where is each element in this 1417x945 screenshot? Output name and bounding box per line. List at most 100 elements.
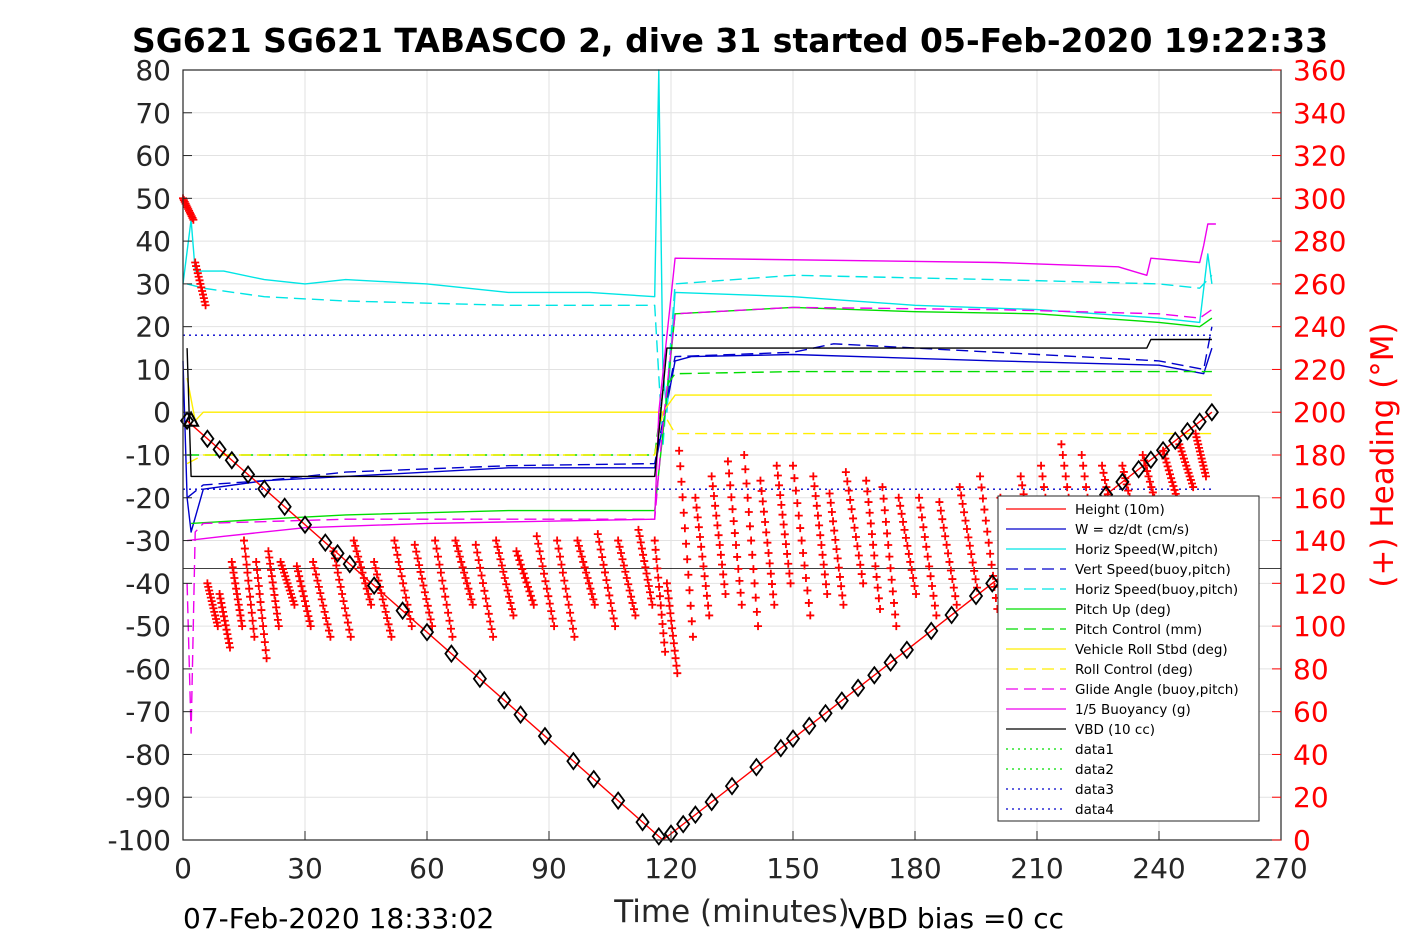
heading-marker: [977, 483, 986, 492]
depth-marker: [802, 716, 817, 736]
heading-marker: [929, 591, 938, 600]
heading-marker: [803, 586, 812, 595]
heading-marker: [655, 592, 664, 601]
heading-marker: [558, 568, 567, 577]
heading-marker: [599, 560, 608, 569]
heading-marker: [699, 562, 708, 571]
heading-marker: [713, 521, 722, 530]
heading-marker: [865, 508, 874, 517]
y2-tick-label: 340: [1293, 97, 1346, 130]
heading-marker: [1098, 461, 1107, 470]
heading-marker: [1038, 472, 1047, 481]
heading-marker: [751, 593, 760, 602]
heading-marker: [444, 608, 453, 617]
heading-marker: [355, 557, 364, 566]
y2-tick-label: 180: [1293, 439, 1346, 472]
heading-marker: [748, 550, 757, 559]
heading-marker: [544, 592, 553, 601]
heading-marker: [810, 482, 819, 491]
heading-marker: [396, 565, 405, 574]
heading-marker: [480, 586, 489, 595]
y-tick-label: -80: [125, 738, 171, 771]
heading-marker: [672, 661, 681, 670]
depth-marker: [586, 769, 601, 789]
heading-marker: [743, 493, 752, 502]
heading-marker: [548, 614, 557, 623]
heading-marker: [462, 579, 471, 588]
heading-marker: [651, 545, 660, 554]
heading-marker: [603, 583, 612, 592]
heading-marker: [1163, 462, 1172, 471]
depth-marker: [850, 678, 866, 698]
heading-marker: [851, 532, 860, 541]
heading-marker: [784, 559, 793, 568]
heading-marker: [744, 508, 753, 517]
y2-tick-label: 120: [1293, 567, 1346, 600]
heading-marker: [639, 550, 648, 559]
heading-marker: [889, 598, 898, 607]
heading-marker: [915, 493, 924, 502]
heading-marker: [528, 596, 537, 605]
y2-tick-label: 360: [1293, 54, 1346, 87]
heading-marker: [584, 579, 593, 588]
depth-marker: [240, 465, 256, 485]
heading-marker: [826, 498, 835, 507]
heading-marker: [371, 564, 380, 573]
heading-marker: [1167, 474, 1176, 483]
heading-marker: [442, 600, 451, 609]
heading-marker: [951, 592, 960, 601]
heading-marker: [872, 572, 881, 581]
heading-marker: [763, 538, 772, 547]
heading-marker: [886, 564, 895, 573]
heading-marker: [525, 587, 534, 596]
heading-marker: [711, 501, 720, 510]
heading-marker: [859, 579, 868, 588]
heading-marker: [783, 549, 792, 558]
heading-marker: [492, 536, 501, 545]
heading-marker: [519, 569, 528, 578]
heading-marker: [249, 624, 258, 633]
depth-markers: [179, 402, 1219, 846]
heading-marker: [697, 542, 706, 551]
heading-marker: [1164, 466, 1173, 475]
heading-marker: [243, 568, 252, 577]
heading-marker: [1148, 488, 1157, 497]
heading-marker: [523, 582, 532, 591]
y2-tick-label: 0: [1293, 824, 1311, 857]
depth-marker: [419, 622, 435, 642]
x-tick-label: 150: [766, 852, 819, 885]
heading-marker: [780, 530, 789, 539]
heading-marker: [919, 523, 928, 532]
heading-marker: [816, 531, 825, 540]
depth-marker: [785, 729, 801, 749]
y-tick-label: -10: [125, 439, 171, 472]
heading-marker: [781, 540, 790, 549]
depth-marker: [566, 751, 581, 771]
depth-marker: [472, 669, 487, 689]
heading-marker: [825, 489, 834, 498]
dive-start-marker: [182, 410, 200, 427]
heading-marker: [642, 569, 651, 578]
heading-marker: [670, 646, 679, 655]
depth-marker: [883, 653, 898, 673]
heading-marker: [238, 622, 247, 631]
depth-marker: [212, 439, 227, 459]
heading-marker: [1057, 440, 1066, 449]
legend-label: Pitch Up (deg): [1075, 602, 1171, 618]
y2-tick-label: 60: [1293, 696, 1329, 729]
heading-marker: [776, 491, 785, 500]
heading-marker: [885, 552, 894, 561]
heading-marker: [631, 611, 640, 620]
series-line-3: [186, 326, 1213, 499]
heading-marker: [425, 608, 434, 617]
heading-marker: [727, 493, 736, 502]
heading-marker: [436, 568, 445, 577]
heading-marker: [606, 599, 615, 608]
heading-marker: [801, 573, 810, 582]
depth-marker: [968, 586, 984, 606]
heading-marker: [700, 572, 709, 581]
heading-marker: [737, 600, 746, 609]
heading-marker: [916, 503, 925, 512]
heading-marker: [876, 605, 885, 613]
heading-marker: [832, 545, 841, 554]
